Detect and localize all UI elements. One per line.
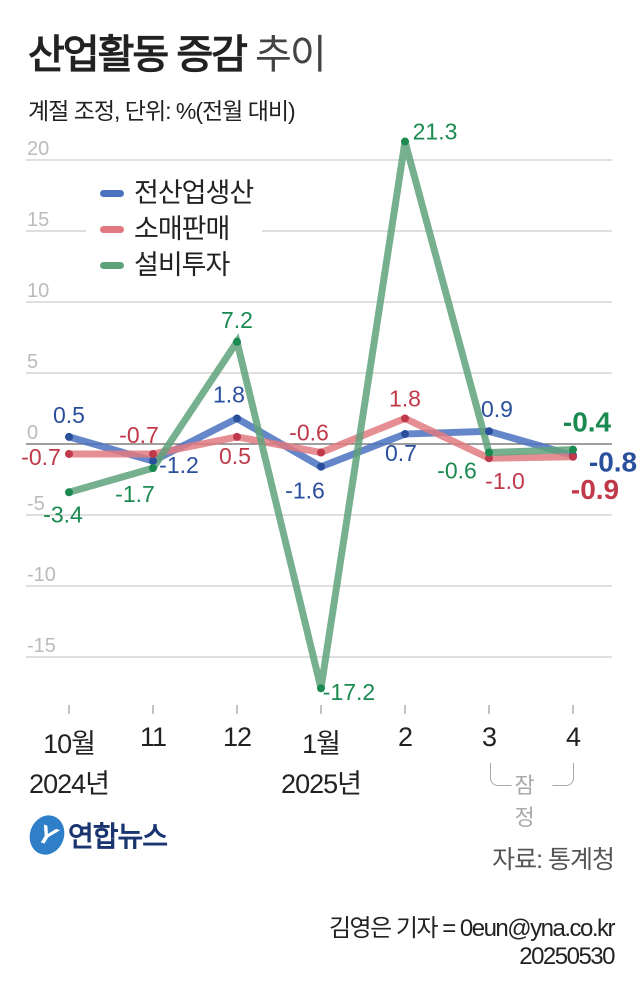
data-point	[401, 137, 409, 146]
x-tick-label: 3	[481, 722, 497, 752]
legend-item: 소매판매	[100, 211, 253, 247]
byline: 김영은 기자 = 0eun@yna.co.kr 20250530	[328, 915, 616, 971]
data-label: -0.9	[571, 474, 619, 505]
data-label: -0.8	[589, 446, 637, 477]
data-label: -1.0	[485, 468, 525, 494]
data-point	[233, 432, 241, 441]
data-point	[569, 452, 577, 461]
title-bold: 산업활동 증감	[28, 33, 248, 77]
data-label: -0.6	[289, 420, 329, 446]
data-point	[317, 462, 325, 471]
data-label: 1.8	[213, 381, 245, 407]
data-point	[149, 457, 157, 466]
y-tick-label: 20	[27, 138, 49, 160]
source: 자료: 통계청	[492, 846, 615, 874]
legend-item: 전산업생산	[100, 175, 254, 211]
data-point	[485, 427, 493, 436]
legend-label: 소매판매	[134, 214, 230, 244]
x-tick-label: 10월	[43, 729, 96, 759]
data-point	[65, 449, 73, 458]
data-label: 1.8	[389, 385, 421, 411]
legend-item: 설비투자	[100, 247, 253, 283]
data-point	[233, 414, 241, 423]
year-label: 2025년	[281, 769, 362, 799]
chart-subtitle: 계절 조정, 단위: %(전월 대비)	[28, 98, 296, 124]
data-label: -0.7	[21, 444, 61, 470]
yonhap-logo: Y 연합뉴스	[24, 810, 168, 860]
data-label: -3.4	[43, 501, 83, 527]
data-point	[149, 449, 157, 458]
data-point	[401, 430, 409, 439]
y-tick-label: -10	[27, 564, 56, 586]
data-point	[65, 432, 73, 441]
y-tick-label: 5	[27, 351, 38, 373]
data-label: 21.3	[413, 119, 458, 145]
x-tick-label: 11	[139, 722, 167, 752]
preliminary-label: 잠정	[511, 768, 553, 832]
legend-swatch	[100, 225, 124, 233]
x-tick-label: 2	[397, 722, 413, 752]
data-point	[65, 488, 73, 497]
data-point	[317, 684, 325, 693]
data-label: -0.6	[437, 458, 477, 484]
data-point	[233, 337, 241, 346]
y-tick-label: 10	[27, 280, 49, 302]
data-label: 0.7	[385, 440, 417, 466]
data-point	[149, 464, 157, 473]
data-label: -17.2	[323, 679, 375, 705]
preliminary-bracket: 잠정	[490, 763, 574, 832]
data-point	[485, 454, 493, 463]
legend-label: 전산업생산	[134, 178, 254, 208]
data-label: 0.9	[481, 396, 513, 422]
data-point	[569, 445, 577, 454]
data-label: -1.6	[285, 478, 325, 504]
y-tick-label: 0	[27, 422, 38, 444]
y-tick-label: 15	[27, 209, 49, 231]
data-label: -1.7	[115, 481, 155, 507]
data-label: 0.5	[53, 402, 85, 428]
legend-swatch	[100, 189, 124, 197]
data-point	[485, 448, 493, 457]
x-tick-label: 1월	[302, 729, 341, 759]
data-label: -0.4	[563, 407, 612, 438]
x-tick-label: 4	[565, 722, 581, 752]
logo-icon: Y	[24, 810, 70, 860]
data-label: 7.2	[221, 307, 253, 333]
legend-swatch	[100, 261, 124, 269]
data-label: 0.5	[219, 443, 251, 469]
y-tick-label: -15	[27, 635, 56, 657]
y-tick-label: -5	[27, 493, 45, 515]
byline-date: 20250530	[519, 943, 615, 970]
data-label: -1.2	[159, 452, 199, 478]
year-label: 2024년	[29, 769, 110, 799]
data-point	[401, 414, 409, 423]
logo-text: 연합뉴스	[68, 821, 168, 852]
title-light: 추이	[255, 33, 327, 77]
legend-label: 설비투자	[134, 250, 230, 280]
legend: 전산업생산 소매판매 설비투자	[100, 175, 254, 283]
data-label: -0.7	[119, 422, 159, 448]
byline-author: 김영은 기자 = 0eun@yna.co.kr	[328, 915, 616, 942]
chart-title: 산업활동 증감 추이	[28, 22, 327, 80]
data-point	[317, 448, 325, 457]
x-tick-label: 12	[222, 722, 252, 752]
